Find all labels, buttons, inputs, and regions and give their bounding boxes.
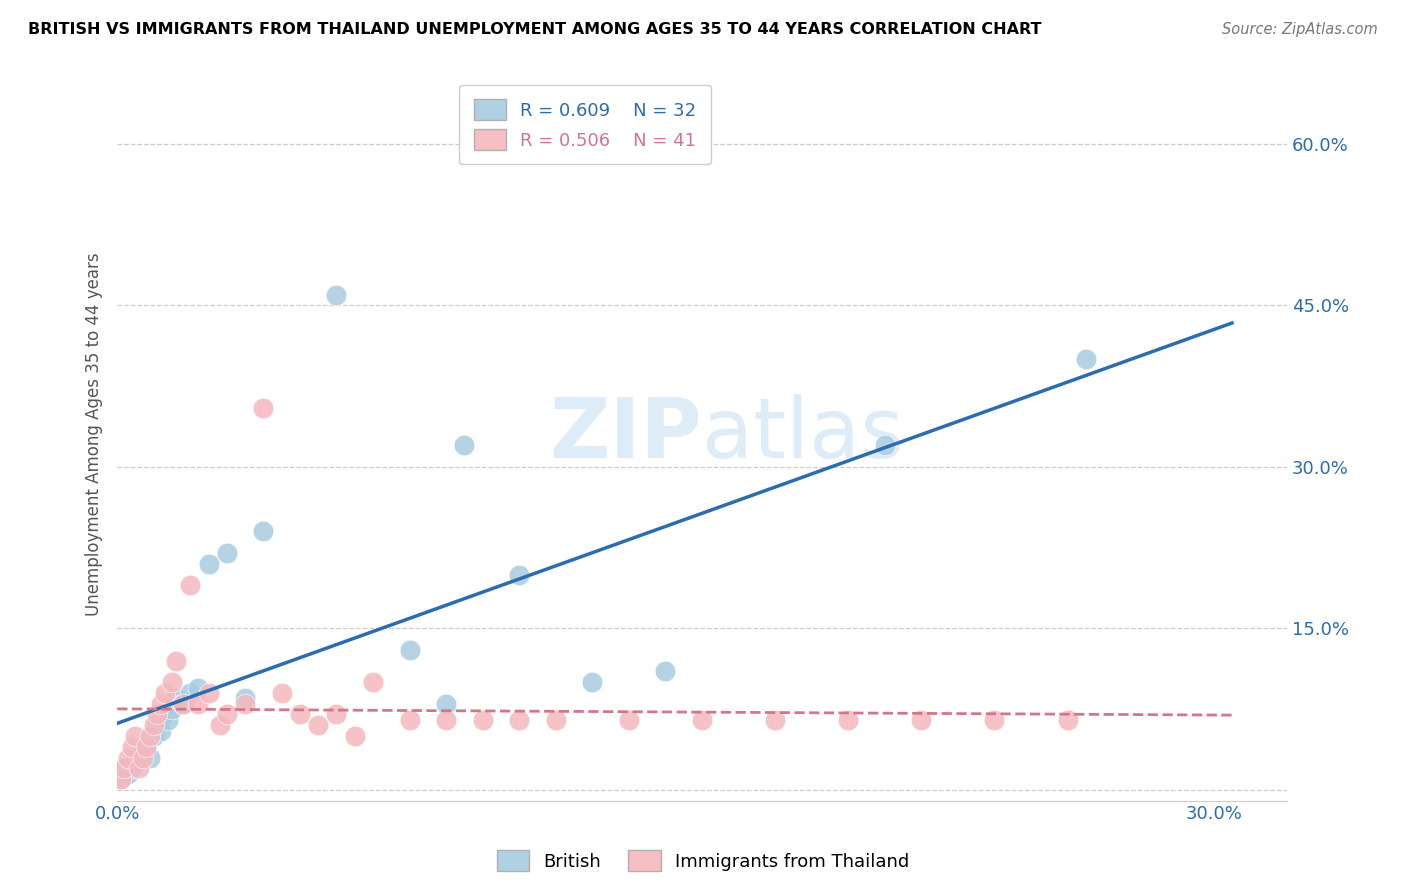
Point — [117, 766, 139, 780]
Point — [270, 686, 292, 700]
Point — [146, 718, 169, 732]
Point — [179, 578, 201, 592]
Point — [434, 697, 457, 711]
Point — [233, 697, 256, 711]
Point — [153, 707, 176, 722]
Point — [121, 761, 143, 775]
Point — [288, 707, 311, 722]
Point — [150, 697, 173, 711]
Point — [453, 438, 475, 452]
Point — [215, 546, 238, 560]
Point — [165, 654, 187, 668]
Point — [361, 675, 384, 690]
Point — [172, 697, 194, 711]
Point — [197, 686, 219, 700]
Point — [132, 750, 155, 764]
Point — [153, 686, 176, 700]
Point — [398, 643, 420, 657]
Point — [252, 524, 274, 539]
Text: Source: ZipAtlas.com: Source: ZipAtlas.com — [1222, 22, 1378, 37]
Point — [581, 675, 603, 690]
Legend: R = 0.609    N = 32, R = 0.506    N = 41: R = 0.609 N = 32, R = 0.506 N = 41 — [460, 85, 711, 164]
Point — [135, 739, 157, 754]
Point — [132, 745, 155, 759]
Point — [197, 557, 219, 571]
Point — [434, 713, 457, 727]
Point — [135, 739, 157, 754]
Point — [910, 713, 932, 727]
Point — [471, 713, 494, 727]
Text: BRITISH VS IMMIGRANTS FROM THAILAND UNEMPLOYMENT AMONG AGES 35 TO 44 YEARS CORRE: BRITISH VS IMMIGRANTS FROM THAILAND UNEM… — [28, 22, 1042, 37]
Point — [654, 665, 676, 679]
Point — [165, 691, 187, 706]
Point — [160, 702, 183, 716]
Point — [690, 713, 713, 727]
Point — [325, 707, 347, 722]
Point — [233, 691, 256, 706]
Point — [160, 675, 183, 690]
Text: atlas: atlas — [702, 394, 904, 475]
Y-axis label: Unemployment Among Ages 35 to 44 years: Unemployment Among Ages 35 to 44 years — [86, 252, 103, 616]
Point — [110, 772, 132, 786]
Point — [124, 729, 146, 743]
Point — [208, 718, 231, 732]
Point — [128, 761, 150, 775]
Point — [187, 681, 209, 695]
Point — [157, 713, 180, 727]
Point — [215, 707, 238, 722]
Point — [110, 772, 132, 786]
Point — [1056, 713, 1078, 727]
Point — [139, 750, 162, 764]
Point — [179, 686, 201, 700]
Point — [139, 729, 162, 743]
Point — [837, 713, 859, 727]
Point — [325, 287, 347, 301]
Point — [172, 697, 194, 711]
Point — [146, 707, 169, 722]
Point — [544, 713, 567, 727]
Point — [142, 718, 165, 732]
Point — [343, 729, 366, 743]
Point — [1074, 352, 1097, 367]
Point — [142, 729, 165, 743]
Point — [114, 761, 136, 775]
Point — [124, 756, 146, 770]
Point — [117, 750, 139, 764]
Point — [873, 438, 896, 452]
Point — [983, 713, 1005, 727]
Point — [121, 739, 143, 754]
Text: ZIP: ZIP — [550, 394, 702, 475]
Point — [187, 697, 209, 711]
Point — [114, 761, 136, 775]
Point — [252, 401, 274, 415]
Point — [508, 567, 530, 582]
Point — [128, 750, 150, 764]
Legend: British, Immigrants from Thailand: British, Immigrants from Thailand — [489, 843, 917, 879]
Point — [617, 713, 640, 727]
Point — [307, 718, 329, 732]
Point — [508, 713, 530, 727]
Point — [763, 713, 786, 727]
Point — [398, 713, 420, 727]
Point — [150, 723, 173, 738]
